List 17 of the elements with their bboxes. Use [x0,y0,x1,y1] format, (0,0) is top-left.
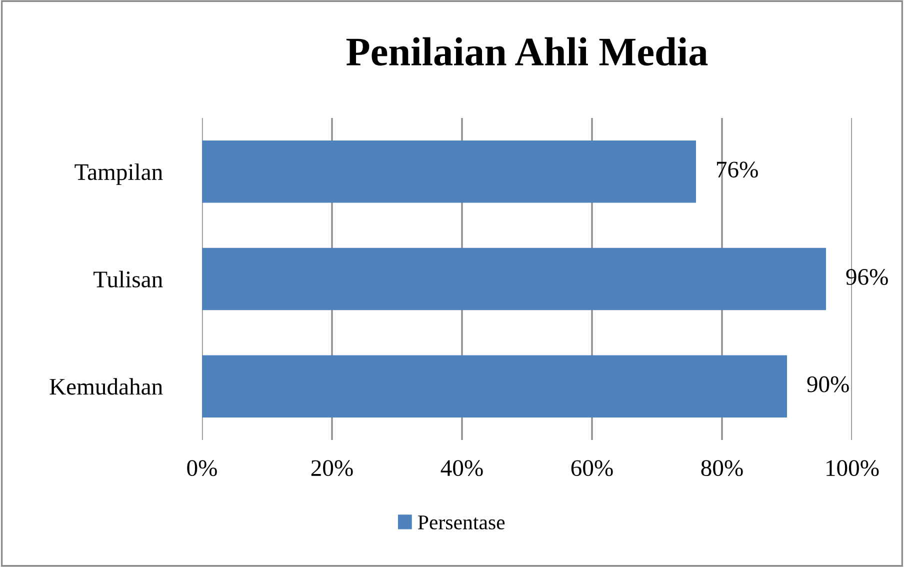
x-tick-label: 100% [826,460,879,476]
y-tick-label: Tampilan [74,163,163,185]
chart-title: Penilaian Ahli Media [346,37,708,66]
data-label: 96% [846,268,888,285]
bar [202,355,787,418]
data-label: 90% [807,376,849,392]
data-label: 76% [717,162,758,178]
legend-label: Persentase [418,516,505,530]
y-tick-label: Tulisan [94,270,163,288]
x-tick-label: 20% [311,460,353,476]
x-tick-label: 80% [701,460,743,476]
x-tick-label: 0% [187,460,217,476]
bar [202,248,826,310]
bar [202,140,696,203]
x-tick-label: 40% [440,460,483,476]
x-tick-label: 60% [571,460,613,476]
y-tick-label: Kemudahan [50,378,163,395]
